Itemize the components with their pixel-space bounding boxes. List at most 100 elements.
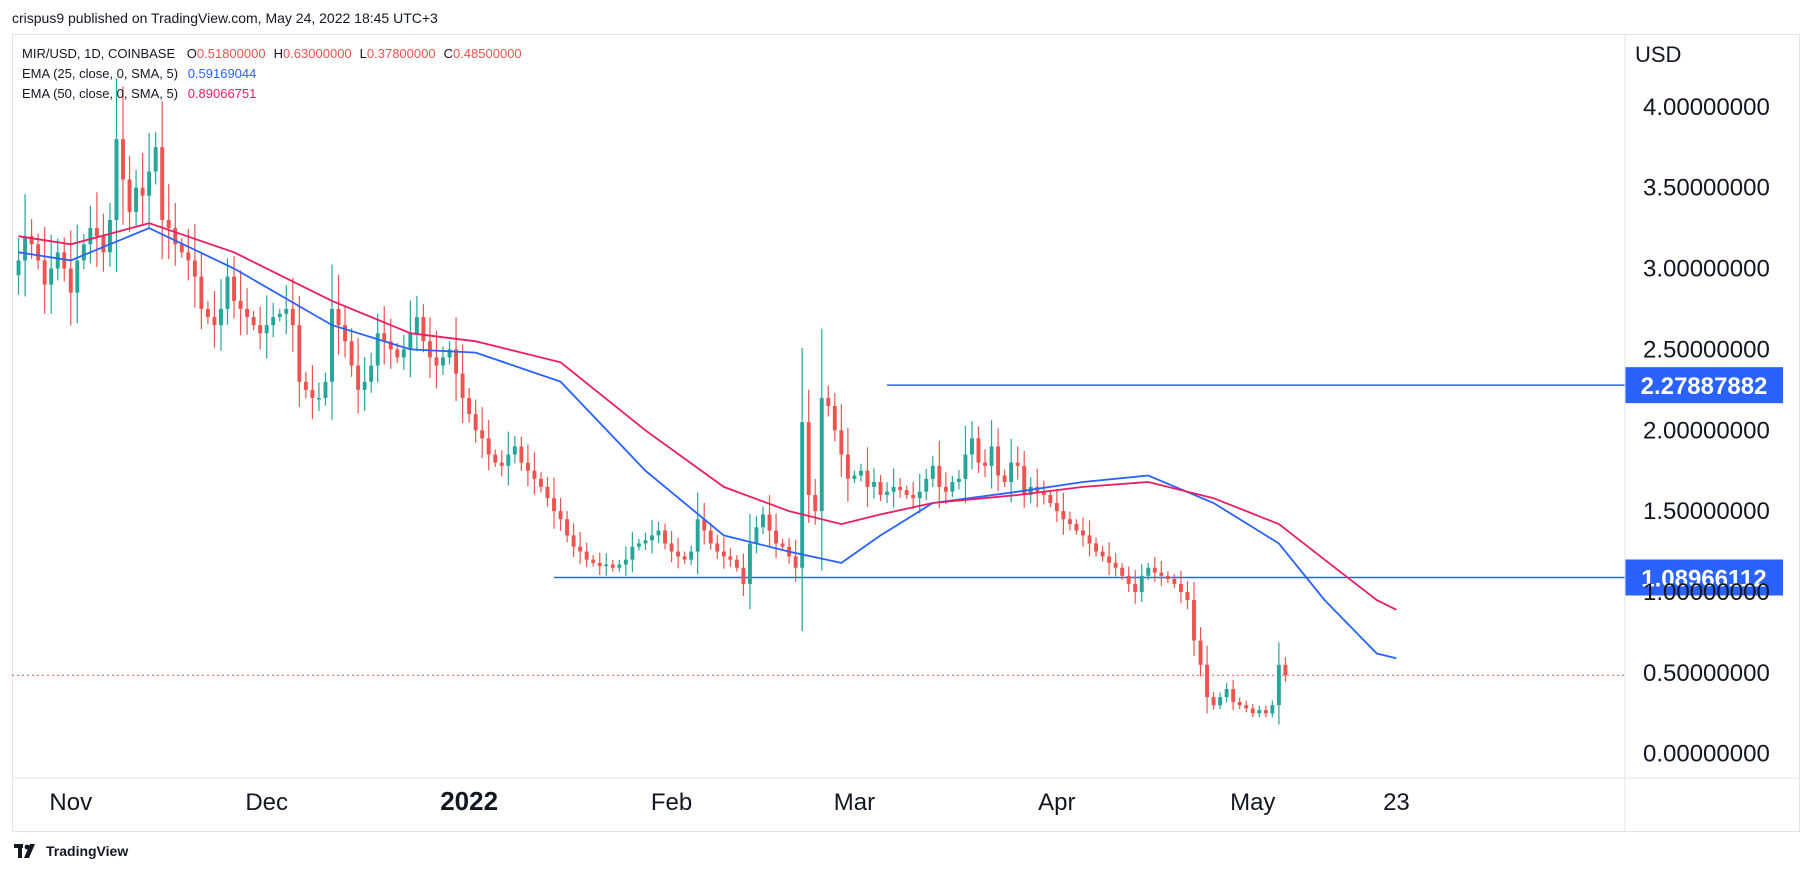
- time-axis: Nov Dec 2022 Feb Mar Apr May 23: [12, 777, 1800, 816]
- candle: [1133, 570, 1138, 604]
- candle: [943, 472, 948, 505]
- candle: [676, 537, 681, 569]
- candle-body: [343, 325, 348, 342]
- candle-body: [1237, 701, 1242, 706]
- candle-body: [1041, 491, 1046, 495]
- candle: [617, 559, 622, 572]
- candle: [1107, 542, 1112, 576]
- candle: [153, 132, 158, 185]
- candle: [1054, 490, 1059, 523]
- candle: [101, 213, 106, 272]
- candle-body: [75, 260, 80, 293]
- candle-body: [382, 333, 387, 342]
- candle-body: [1139, 575, 1144, 592]
- y-tick-label: 0.50000000: [1643, 660, 1770, 687]
- candle: [1022, 450, 1027, 508]
- candle-body: [369, 365, 374, 382]
- candle: [1198, 627, 1203, 677]
- candle-body: [107, 220, 112, 253]
- candle: [499, 450, 504, 477]
- chart-frame: [12, 34, 1800, 832]
- candle: [362, 357, 367, 411]
- candle-body: [774, 530, 779, 544]
- candle-body: [427, 341, 432, 358]
- candle: [734, 555, 739, 572]
- y-tick-label: 1.50000000: [1643, 498, 1770, 525]
- candle-body: [1094, 543, 1098, 552]
- candle-body: [1185, 592, 1190, 601]
- candle-body: [832, 406, 837, 431]
- candle: [271, 302, 276, 338]
- candle: [258, 306, 263, 350]
- level-price-label: 1.08966112: [1641, 565, 1766, 592]
- candle: [493, 449, 498, 467]
- candle-body: [597, 562, 602, 567]
- candle-body: [330, 308, 334, 382]
- candle: [898, 477, 903, 498]
- candle: [1100, 545, 1105, 562]
- candle-body: [754, 527, 759, 544]
- candle: [663, 523, 667, 550]
- candle-body: [192, 260, 197, 277]
- candle-body: [578, 546, 583, 552]
- candle-body: [29, 236, 34, 245]
- candle-body: [911, 494, 916, 499]
- candle: [552, 477, 556, 529]
- candle-body: [42, 260, 47, 285]
- horizontal-levels: 2.27887882 1.08966112: [12, 367, 1783, 676]
- candle: [976, 426, 981, 473]
- candle: [94, 192, 99, 267]
- x-tick-label: May: [1230, 789, 1275, 816]
- candle: [173, 203, 178, 266]
- candle-body: [1015, 462, 1020, 466]
- candle-body: [88, 228, 93, 245]
- candle-body: [1146, 567, 1151, 576]
- candle: [715, 534, 720, 559]
- candle-body: [565, 519, 570, 536]
- candle: [1081, 517, 1085, 547]
- candle-body: [16, 260, 21, 276]
- candle: [1192, 582, 1196, 656]
- candle-body: [414, 317, 419, 334]
- candle-body: [245, 308, 250, 318]
- candle: [1231, 679, 1236, 710]
- candle: [297, 295, 302, 407]
- ohlc-values: O0.51800000 H0.63000000 L0.37800000 C0.4850…: [179, 46, 522, 61]
- candle-body: [571, 535, 576, 547]
- candle-body: [545, 486, 550, 499]
- candle: [708, 523, 713, 550]
- ema25-row[interactable]: EMA (25, close, 0, SMA, 5) 0.59169044: [22, 64, 522, 84]
- ema25-line: [18, 227, 1397, 660]
- candle: [356, 337, 361, 414]
- candle-body: [23, 236, 28, 261]
- candle-body: [512, 446, 517, 455]
- candle-body: [721, 551, 726, 557]
- ema50-row[interactable]: EMA (50, close, 0, SMA, 5) 0.89066751: [22, 84, 522, 104]
- candle: [179, 237, 184, 258]
- tradingview-brand[interactable]: TradingView: [14, 843, 128, 859]
- candle: [16, 237, 21, 295]
- candle: [1002, 469, 1007, 488]
- x-tick-label: Apr: [1038, 789, 1075, 816]
- candle-body: [493, 454, 498, 463]
- candle-body: [212, 317, 217, 326]
- candle: [741, 553, 746, 596]
- candle-body: [506, 454, 511, 466]
- candle-body: [1002, 475, 1007, 483]
- candle-body: [49, 268, 54, 285]
- candle-body: [1126, 575, 1131, 584]
- symbol-label[interactable]: MIR/USD, 1D, COINBASE: [22, 46, 176, 61]
- candle-body: [336, 308, 341, 326]
- candle: [904, 485, 909, 499]
- candle-body: [205, 308, 210, 318]
- candle-body: [584, 551, 589, 560]
- candle: [721, 537, 726, 569]
- publish-info: crispus9 published on TradingView.com, M…: [12, 10, 438, 26]
- candle: [238, 270, 243, 336]
- candle: [800, 348, 805, 632]
- candle-body: [676, 551, 681, 557]
- candle-body: [539, 478, 543, 487]
- candle-body: [663, 530, 667, 544]
- candle-body: [251, 317, 256, 326]
